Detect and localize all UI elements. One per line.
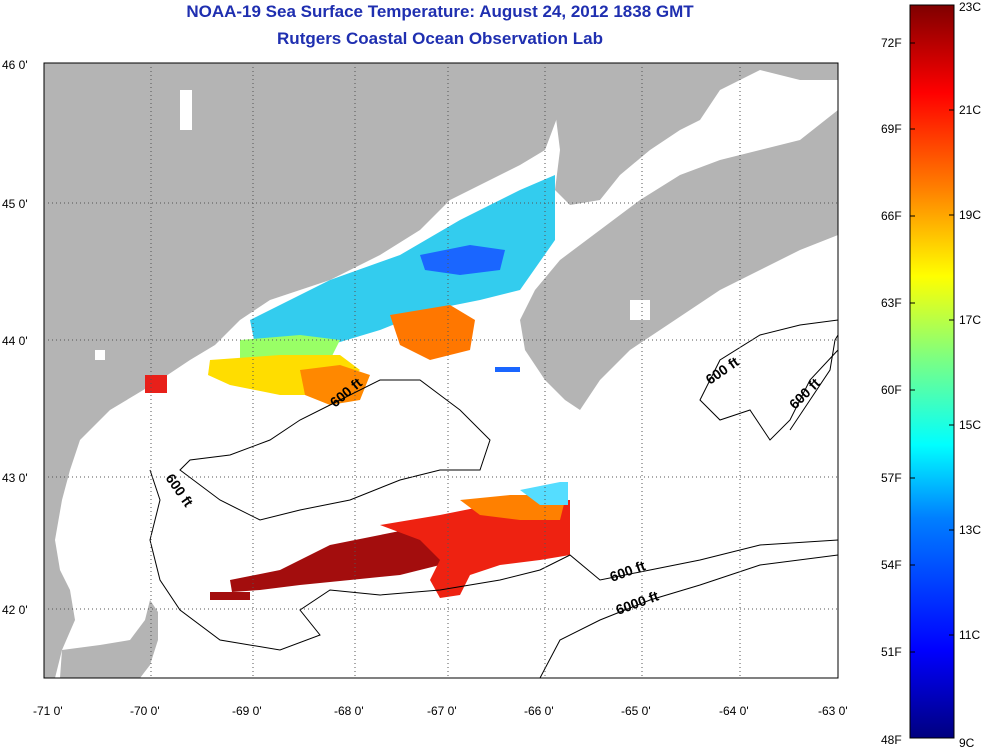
colorbar-f-label: 57F: [881, 471, 902, 485]
lon-label: -63 0': [818, 704, 848, 718]
colorbar-f-label: 66F: [881, 209, 902, 223]
colorbar-f-label: 51F: [881, 645, 902, 659]
lon-label: -66 0': [524, 704, 554, 718]
colorbar-c-label: 17C: [959, 313, 981, 327]
colorbar-f-label: 72F: [881, 36, 902, 50]
colorbar-f-label: 69F: [881, 122, 902, 136]
lon-label: -65 0': [621, 704, 651, 718]
lon-label: -71 0': [33, 704, 63, 718]
colorbar: [910, 5, 954, 738]
lon-label: -68 0': [334, 704, 364, 718]
colorbar-c-label: 13C: [959, 523, 981, 537]
colorbar-c-label: 11C: [959, 628, 980, 642]
colorbar-c-label: 21C: [959, 103, 981, 117]
lat-label: 44 0': [2, 334, 28, 348]
colorbar-c-label: 15C: [959, 418, 981, 432]
lon-label: -67 0': [427, 704, 457, 718]
lat-label: 42 0': [2, 603, 28, 617]
colorbar-f-label: 60F: [881, 383, 902, 397]
lat-label: 45 0': [2, 197, 28, 211]
lat-label: 46 0': [2, 58, 28, 72]
lon-label: -70 0': [130, 704, 160, 718]
lon-label: -69 0': [232, 704, 262, 718]
colorbar-f-label: 54F: [881, 558, 902, 572]
colorbar-c-label: 19C: [959, 208, 981, 222]
lon-label: -64 0': [719, 704, 749, 718]
colorbar-f-label: 48F: [881, 733, 902, 747]
colorbar-c-label: 9C: [959, 736, 974, 750]
lat-label: 43 0': [2, 471, 28, 485]
colorbar-c-label: 23C: [959, 0, 981, 14]
colorbar-f-label: 63F: [881, 296, 902, 310]
